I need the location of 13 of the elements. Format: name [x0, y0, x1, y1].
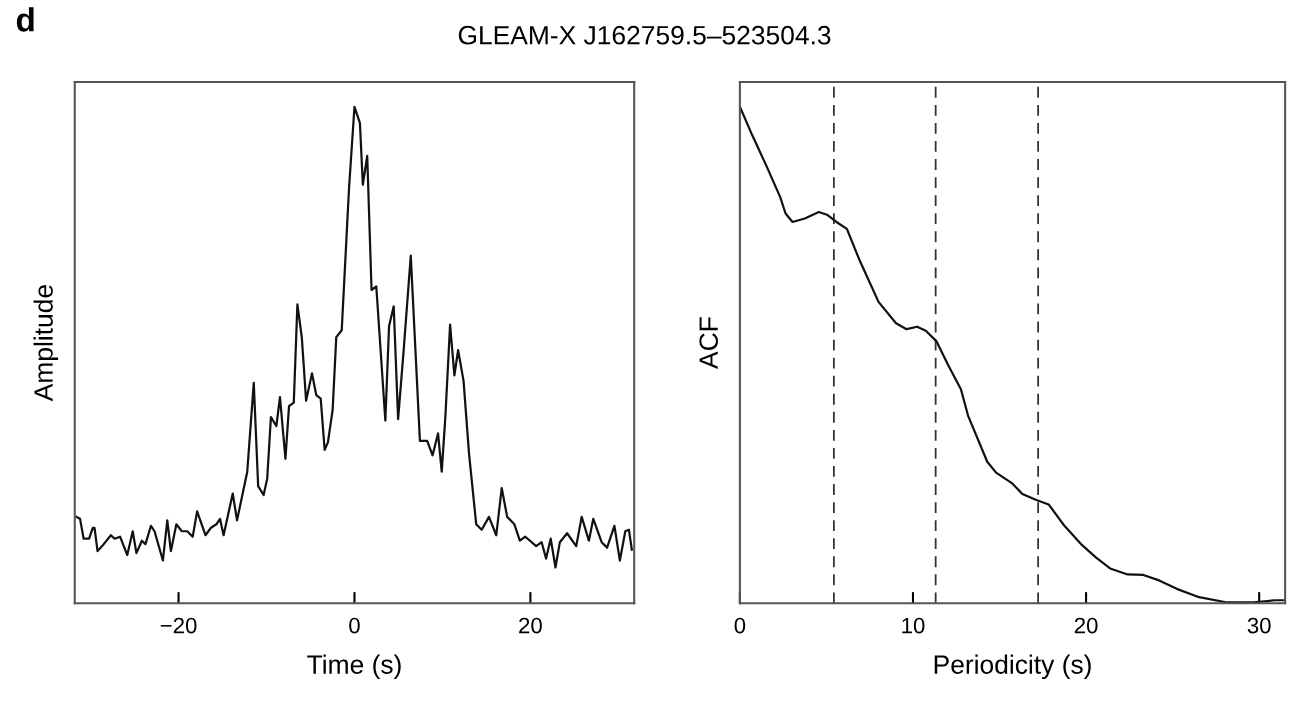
x-tick-label: 0	[734, 617, 746, 634]
x-tick-label: 20	[1074, 617, 1098, 634]
x-tick-label: 0	[349, 617, 360, 634]
x-axis-title: Periodicity (s)	[934, 654, 1091, 680]
chart-title: GLEAM-X J162759.5–523504.3	[458, 25, 831, 45]
x-tick-label: 20	[519, 617, 542, 634]
x-tick-label: 30	[1247, 617, 1271, 634]
x-axis-title: Time (s)	[307, 654, 401, 680]
y-axis-title: Amplitude	[33, 285, 59, 402]
x-tick-label: −20	[160, 617, 197, 634]
y-axis-title: ACF	[699, 317, 718, 369]
text: d	[16, 7, 34, 32]
x-tick-label: 10	[902, 617, 925, 634]
